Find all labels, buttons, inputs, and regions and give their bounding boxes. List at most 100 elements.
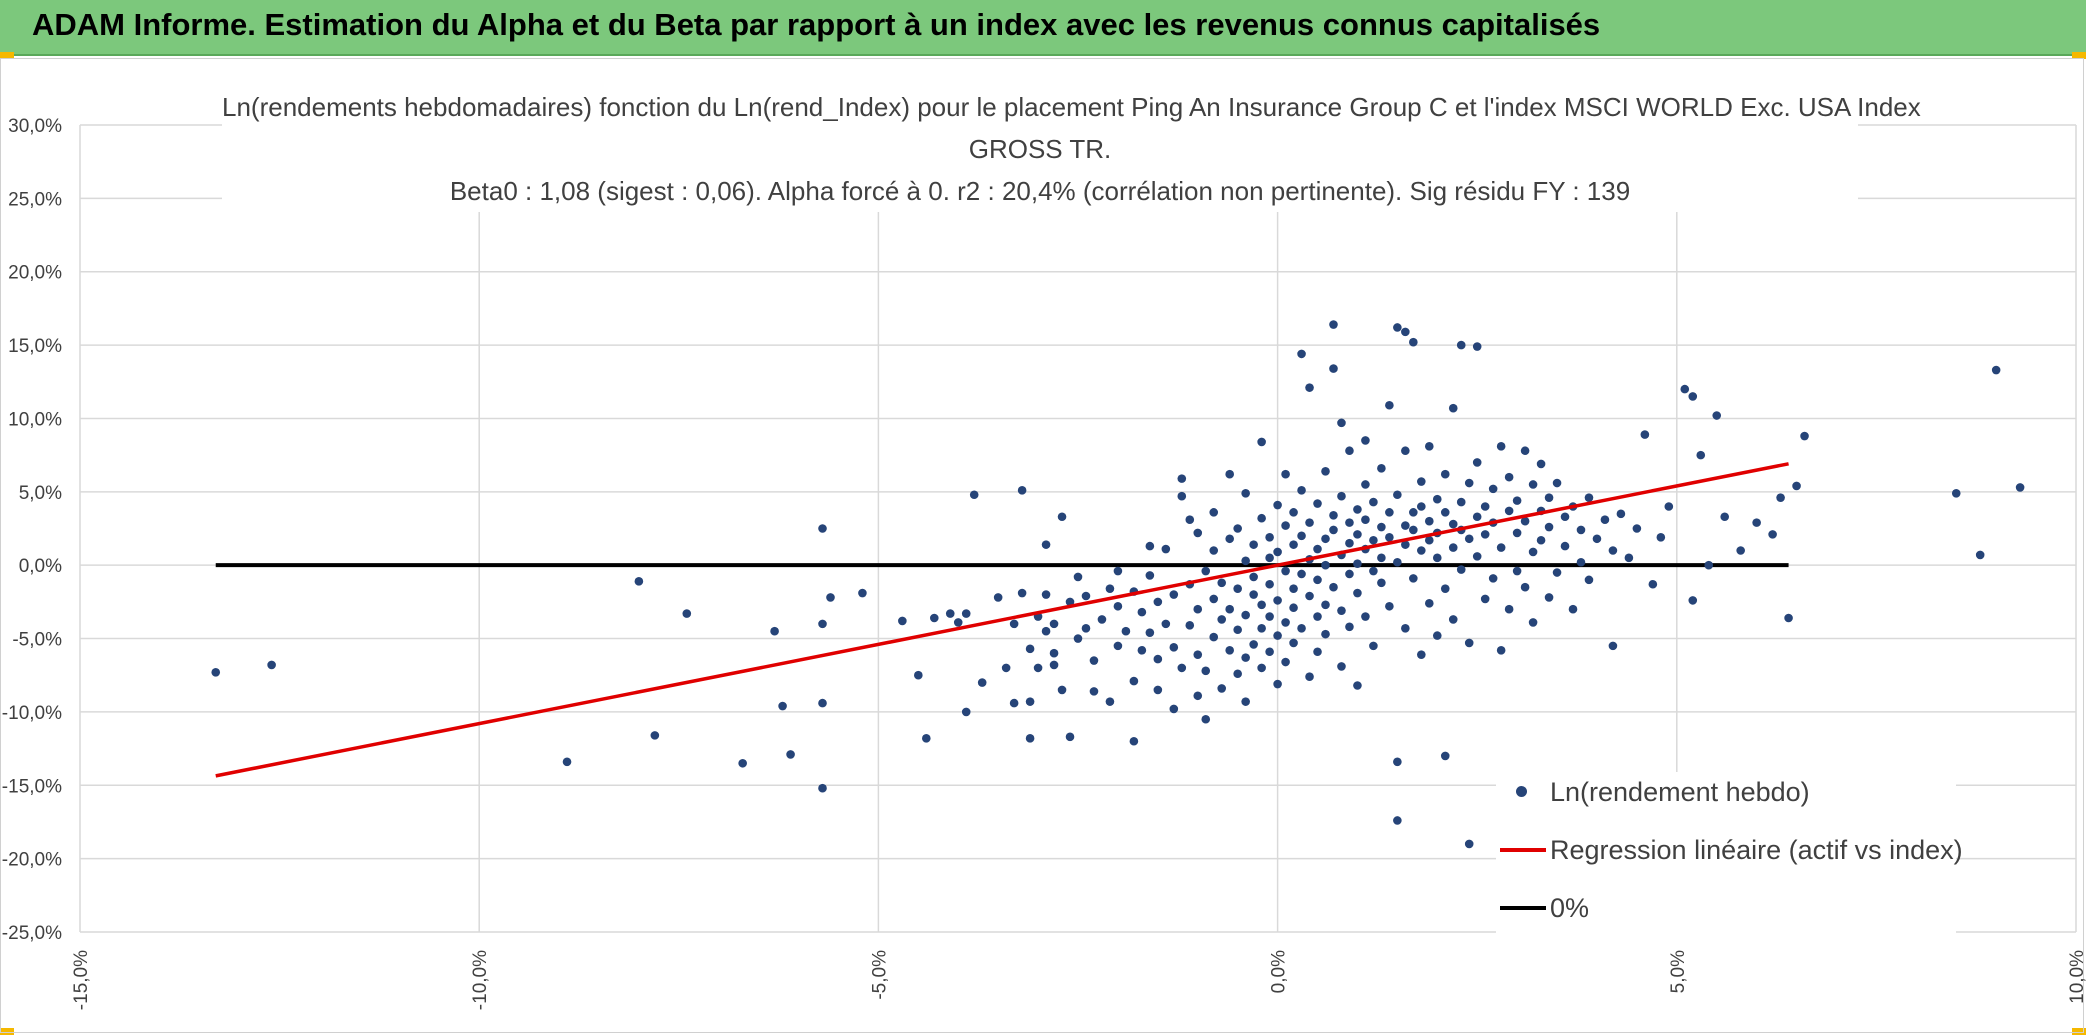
scatter-point (2015, 483, 2025, 492)
scatter-point (1129, 736, 1139, 746)
scatter-point (1648, 579, 1658, 589)
scatter-point (1249, 540, 1258, 549)
scatter-point (1568, 604, 1578, 614)
scatter-point (826, 593, 835, 602)
scatter-point (945, 609, 955, 618)
scatter-point (1385, 601, 1394, 611)
scatter-point (1081, 591, 1091, 601)
scatter-point (1393, 557, 1402, 567)
scatter-point (1409, 525, 1418, 535)
scatter-point (1393, 757, 1402, 767)
scatter-point (1017, 588, 1027, 598)
scatter-point (1281, 618, 1290, 627)
scatter-point (1257, 663, 1266, 673)
scatter-point (562, 757, 572, 767)
scatter-point (1369, 535, 1378, 545)
scatter-point (1456, 497, 1466, 507)
scatter-point (1353, 588, 1362, 598)
scatter-point (1632, 524, 1642, 533)
y-tick-label: -5,0% (12, 630, 62, 651)
corner-marker-bottom-right (2072, 1028, 2086, 1035)
scatter-point (1488, 574, 1498, 583)
scatter-point (1289, 638, 1298, 648)
scatter-point (1472, 458, 1482, 467)
scatter-point (1313, 647, 1322, 657)
scatter-point (1241, 488, 1250, 498)
scatter-point (1409, 574, 1418, 583)
scatter-point (1520, 446, 1530, 456)
series-layer (211, 320, 2025, 849)
scatter-point (1680, 384, 1690, 394)
scatter-point (1329, 582, 1338, 592)
scatter-point (1153, 654, 1163, 664)
scatter-point (1321, 466, 1330, 476)
scatter-point (1448, 403, 1458, 413)
scatter-point (1584, 575, 1594, 585)
scatter-point (1552, 568, 1562, 577)
scatter-point (1736, 546, 1745, 555)
scatter-point (898, 616, 907, 626)
scatter-point (1401, 327, 1410, 337)
scatter-point (1049, 660, 1059, 670)
scatter-point (1257, 600, 1266, 610)
scatter-point (1281, 521, 1290, 530)
scatter-point (1113, 641, 1123, 651)
scatter-point (1656, 533, 1666, 542)
scatter-point (1560, 541, 1570, 551)
scatter-point (1209, 546, 1219, 555)
scatter-point (1305, 672, 1314, 681)
scatter-point (1345, 446, 1354, 456)
scatter-point (1129, 676, 1139, 686)
scatter-point (1225, 534, 1234, 544)
scatter-point (1153, 597, 1163, 607)
chart-title: Ln(rendements hebdomadaires) fonction du… (222, 86, 1921, 212)
scatter-point (1560, 512, 1570, 522)
legend-marker-dot-icon (1516, 786, 1527, 797)
report-header: ADAM Informe. Estimation du Alpha et du … (0, 0, 2086, 56)
scatter-point (1049, 648, 1059, 658)
scatter-point (1273, 500, 1282, 510)
scatter-point (1273, 679, 1282, 689)
scatter-point (1025, 644, 1035, 654)
scatter-point (1456, 340, 1466, 350)
scatter-point (1177, 491, 1187, 501)
scatter-point (1201, 666, 1211, 676)
chart-title-line-3: Beta0 : 1,08 (sigest : 0,06). Alpha forc… (449, 176, 1631, 206)
scatter-point (1624, 553, 1634, 563)
scatter-point (1201, 566, 1211, 576)
scatter-point (1009, 619, 1019, 629)
scatter-point (1377, 553, 1386, 563)
scatter-point (1712, 411, 1722, 420)
scatter-point (1504, 506, 1514, 516)
legend-item-scatter: Ln(rendement hebdo) (1496, 772, 1956, 812)
scatter-point (1057, 512, 1067, 522)
scatter-point (1440, 508, 1450, 517)
scatter-point (1528, 547, 1538, 557)
scatter-point (1401, 446, 1410, 456)
scatter-point (1424, 442, 1434, 451)
scatter-point (1393, 490, 1402, 500)
scatter-point (1361, 436, 1370, 445)
scatter-point (1369, 566, 1378, 576)
scatter-point (1329, 510, 1338, 520)
scatter-point (1337, 418, 1346, 428)
scatter-point (1297, 349, 1306, 359)
scatter-point (818, 783, 827, 793)
scatter-point (1417, 546, 1426, 555)
scatter-point (1145, 541, 1155, 551)
scatter-point (1297, 486, 1306, 495)
scatter-point (1209, 594, 1219, 604)
scatter-point (1401, 540, 1410, 549)
scatter-point (1417, 502, 1426, 511)
scatter-point (1768, 530, 1777, 539)
scatter-point (267, 660, 276, 670)
x-tick-label: -10,0% (470, 950, 491, 1010)
scatter-point (1185, 621, 1195, 630)
scatter-point (1113, 601, 1123, 611)
scatter-point (1440, 751, 1450, 761)
axis-layer: 30,0% 25,0% 20,0% 15,0% 10,0% 5,0% 0,0% -5,0% -1… (2, 116, 2086, 1010)
scatter-point (1377, 578, 1386, 588)
x-tick-label: 0,0% (1269, 950, 1290, 993)
scatter-point (1241, 653, 1250, 662)
